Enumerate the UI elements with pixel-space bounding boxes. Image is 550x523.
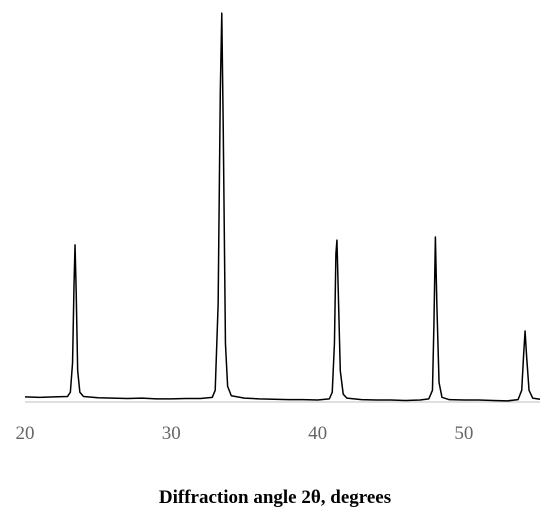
x-tick-label: 30 — [162, 423, 181, 444]
x-axis-label: Diffraction angle 2θ, degrees — [159, 487, 391, 508]
pattern-line — [24, 12, 541, 402]
x-tick-label: 20 — [16, 423, 35, 444]
x-tick-label: 50 — [454, 423, 473, 444]
x-tick-label: 40 — [308, 423, 327, 444]
